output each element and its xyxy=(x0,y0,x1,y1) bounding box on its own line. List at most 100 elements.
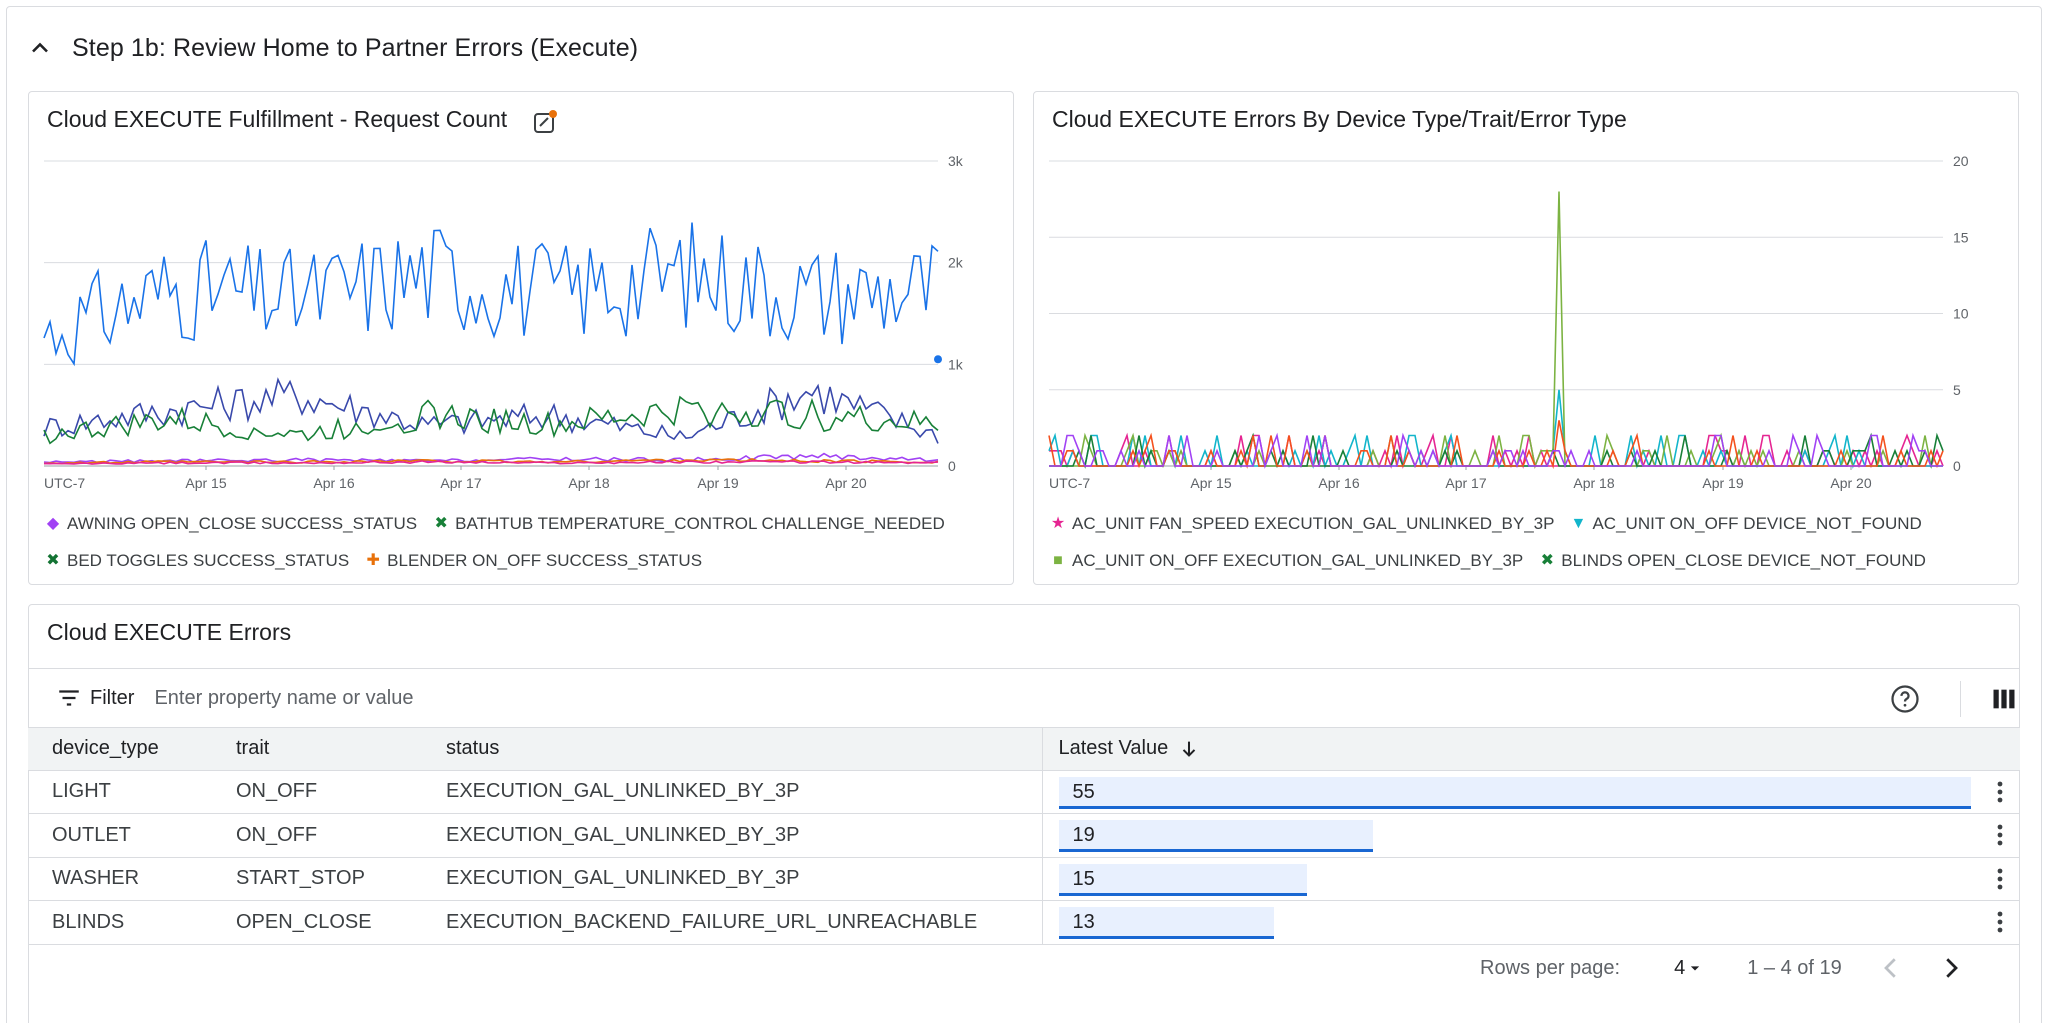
legend-label: BLENDER ON_OFF SUCCESS_STATUS xyxy=(387,551,703,570)
more-vert-icon[interactable] xyxy=(1988,818,2012,852)
column-header-latest-value[interactable]: Latest Value xyxy=(1041,728,2020,771)
x-tick-label: Apr 18 xyxy=(568,475,609,491)
value-bar-cell: 55 xyxy=(1058,775,2021,809)
section-header[interactable]: Step 1b: Review Home to Partner Errors (… xyxy=(26,28,638,68)
legend-symbol-icon: ✚ xyxy=(366,552,380,569)
table-row[interactable]: WASHER START_STOP EXECUTION_GAL_UNLINKED_B… xyxy=(28,857,2020,901)
cell-status: EXECUTION_BACKEND_FAILURE_URL_UNREACHABL… xyxy=(446,900,1042,945)
legend-label: BATHTUB TEMPERATURE_CONTROL CHALLENGE_NE… xyxy=(455,514,945,533)
errors-by-type-card: Cloud EXECUTE Errors By Device Type/Trai… xyxy=(1033,91,2019,585)
y-tick-label: 20 xyxy=(1953,153,1969,169)
column-settings-icon[interactable] xyxy=(1990,685,2018,713)
value-bar xyxy=(1058,776,1971,809)
filter-bar: Filter xyxy=(28,668,2020,728)
value-text: 15 xyxy=(1072,867,1095,890)
legend-label: AC_UNIT ON_OFF DEVICE_NOT_FOUND xyxy=(1592,514,1922,533)
legend-item[interactable]: ▼ AC_UNIT ON_OFF DEVICE_NOT_FOUND xyxy=(1570,506,1922,542)
legend-item[interactable]: ★ AC_UNIT FAN_SPEED EXECUTION_GAL_UNLINKE… xyxy=(1050,506,1555,542)
cell-device-type: WASHER xyxy=(28,857,236,901)
series-line xyxy=(1049,432,1943,469)
y-tick-label: 2k xyxy=(948,255,964,271)
value-bar xyxy=(1058,907,1274,940)
column-header-device-type[interactable]: device_type xyxy=(28,728,236,771)
latest-value-label: Latest Value xyxy=(1058,737,1169,760)
errors-by-type-title: Cloud EXECUTE Errors By Device Type/Trai… xyxy=(1052,106,1627,132)
filter-label[interactable]: Filter xyxy=(90,686,135,709)
value-text: 19 xyxy=(1072,824,1095,847)
more-vert-icon[interactable] xyxy=(1988,905,2012,939)
value-text: 55 xyxy=(1072,780,1095,803)
value-bar-cell: 15 xyxy=(1058,862,2021,896)
rows-per-page-value: 4 xyxy=(1674,956,1686,979)
table-row[interactable]: BLINDS OPEN_CLOSE EXECUTION_BACKEND_FAILUR… xyxy=(28,900,2021,945)
x-tick-label: Apr 17 xyxy=(1445,475,1486,491)
x-tick-label: Apr 20 xyxy=(1830,475,1871,491)
filter-icon[interactable] xyxy=(56,685,82,711)
cell-status: EXECUTION_GAL_UNLINKED_BY_3P xyxy=(446,857,1042,901)
legend-label: AWNING OPEN_CLOSE SUCCESS_STATUS xyxy=(67,514,418,533)
legend-item[interactable]: ✖ BLINDS OPEN_CLOSE DEVICE_NOT_FOUND xyxy=(1539,543,1926,579)
legend-item[interactable]: ✖ BATHTUB TEMPERATURE_CONTROL CHALLENGE_N… xyxy=(433,506,945,542)
more-vert-icon[interactable] xyxy=(1988,862,2012,896)
previous-page-icon[interactable] xyxy=(1876,953,1906,983)
legend-item[interactable]: ■ AC_UNIT ON_OFF EXECUTION_GAL_UNLINKED_B… xyxy=(1050,543,1523,579)
table-row[interactable]: LIGHT ON_OFF EXECUTION_GAL_UNLINKED_BY_3P 5… xyxy=(28,770,2020,814)
request-count-card: Cloud EXECUTE Fulfillment - Request Coun… xyxy=(28,91,1014,585)
sort-descending-icon[interactable] xyxy=(1178,738,1200,760)
filter-input[interactable] xyxy=(154,686,1455,710)
cell-latest-value: 15 xyxy=(1041,857,2021,901)
hover-point xyxy=(934,355,942,364)
timezone-label: UTC-7 xyxy=(44,475,85,491)
table-row[interactable]: OUTLET ON_OFF EXECUTION_GAL_UNLINKED_BY_3P… xyxy=(28,813,2020,858)
legend-item[interactable]: ◆ AWNING OPEN_CLOSE SUCCESS_STATUS xyxy=(45,506,417,542)
legend-symbol-icon: ▼ xyxy=(1570,515,1587,532)
legend-symbol-icon: ★ xyxy=(1050,515,1066,532)
legend-item[interactable]: ✖ BED TOGGLES SUCCESS_STATUS xyxy=(45,543,349,579)
legend-label: AC_UNIT FAN_SPEED EXECUTION_GAL_UNLINKED… xyxy=(1072,514,1555,533)
errors-by-type-legend: ★ AC_UNIT FAN_SPEED EXECUTION_GAL_UNLINKE… xyxy=(1050,505,2000,579)
series-line xyxy=(43,222,939,367)
x-tick-label: Apr 17 xyxy=(440,475,481,491)
timezone-label: UTC-7 xyxy=(1049,475,1090,491)
next-page-icon[interactable] xyxy=(1936,953,1966,983)
legend-symbol-icon: ✖ xyxy=(434,515,448,532)
charts-canvas: 3k 2k 1k 0 UTC-7 Apr 15 Apr 16 Apr 17 Apr 18 Apr … xyxy=(43,153,1969,491)
section-title: Step 1b: Review Home to Partner Errors (… xyxy=(72,33,639,62)
series-line xyxy=(43,395,939,445)
column-header-status[interactable]: status xyxy=(446,728,1042,771)
cell-trait: ON_OFF xyxy=(236,813,446,858)
column-header-trait[interactable]: trait xyxy=(236,728,446,771)
x-tick-label: Apr 16 xyxy=(1318,475,1359,491)
x-tick-label: Apr 19 xyxy=(1702,475,1743,491)
more-vert-icon[interactable] xyxy=(1988,775,2012,809)
value-bar-cell: 13 xyxy=(1058,905,2021,940)
y-tick-label: 15 xyxy=(1953,229,1969,245)
rows-per-page-select[interactable]: 4 xyxy=(1674,957,1705,980)
y-tick-label: 5 xyxy=(1953,382,1961,398)
toolbar-divider xyxy=(1960,681,1961,717)
help-icon[interactable] xyxy=(1890,684,1920,714)
cell-trait: START_STOP xyxy=(236,857,446,901)
page-range: 1 – 4 of 19 xyxy=(1747,956,1842,979)
legend-label: AC_UNIT ON_OFF EXECUTION_GAL_UNLINKED_BY… xyxy=(1072,551,1524,570)
pagination: Rows per page: 4 1 – 4 of 19 xyxy=(1480,950,1966,986)
errors-table-title: Cloud EXECUTE Errors xyxy=(47,619,292,645)
cell-trait: ON_OFF xyxy=(236,770,446,814)
x-tick-label: Apr 15 xyxy=(185,475,226,491)
rows-per-page-label: Rows per page: xyxy=(1480,956,1621,979)
request-count-legend: ◆ AWNING OPEN_CLOSE SUCCESS_STATUS ✖ BATHTU… xyxy=(45,505,995,579)
legend-item[interactable]: ✚ BLENDER ON_OFF SUCCESS_STATUS xyxy=(365,543,702,579)
legend-label: BLINDS OPEN_CLOSE DEVICE_NOT_FOUND xyxy=(1561,551,1926,570)
y-tick-label: 3k xyxy=(948,153,964,169)
x-tick-label: Apr 15 xyxy=(1190,475,1231,491)
value-bar xyxy=(1058,820,1374,853)
legend-label: BED TOGGLES SUCCESS_STATUS xyxy=(67,551,350,570)
cell-latest-value: 55 xyxy=(1041,770,2021,814)
edit-chart-icon[interactable] xyxy=(532,108,560,136)
section-container xyxy=(6,6,2042,1023)
chevron-up-icon[interactable] xyxy=(26,34,54,62)
series-line xyxy=(1049,191,1943,469)
legend-symbol-icon: ✖ xyxy=(1540,552,1554,569)
y-tick-label: 1k xyxy=(948,356,964,372)
y-tick-label: 0 xyxy=(948,458,956,474)
